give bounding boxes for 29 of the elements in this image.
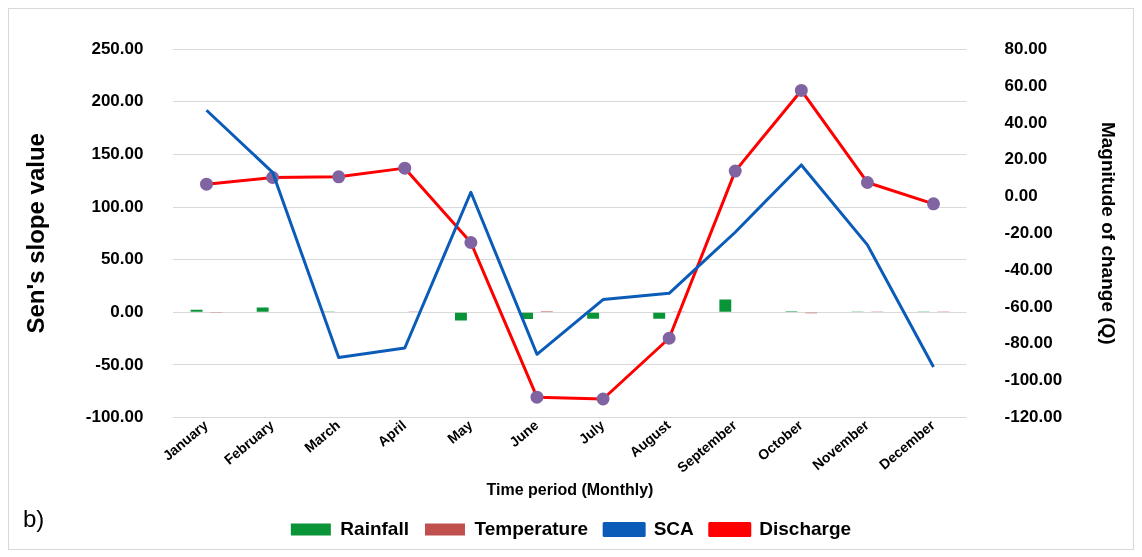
x-tick-label: July xyxy=(575,416,608,448)
y2-tick-label: -40.00 xyxy=(1004,259,1053,279)
y2-tick-label: -100.00 xyxy=(1004,370,1063,390)
y-tick-label: 250.00 xyxy=(91,38,144,58)
y2-tick-label: 20.00 xyxy=(1004,149,1048,169)
y-tick-label: 50.00 xyxy=(100,249,144,269)
y2-tick-label: 80.00 xyxy=(1004,38,1048,58)
legend-label: Rainfall xyxy=(340,517,409,539)
legend-label: SCA xyxy=(653,517,695,539)
y-tick-label: 100.00 xyxy=(91,196,144,216)
y-tick-label: 200.00 xyxy=(91,91,144,111)
y2-tick-label: -80.00 xyxy=(1004,333,1053,353)
text: b) xyxy=(23,505,45,532)
y2-tick-label: 0.00 xyxy=(1004,186,1038,206)
y-tick-label: -50.00 xyxy=(95,354,144,374)
legend-label: Discharge xyxy=(759,517,852,539)
y2-axis-title: Magnitude of change (Q) xyxy=(1098,121,1120,345)
x-tick-label: May xyxy=(444,416,476,447)
y-tick-label: -100.00 xyxy=(85,407,144,427)
y-axis-title: Sen's slope value xyxy=(22,133,50,334)
legend-label: Temperature xyxy=(474,517,589,539)
y2-tick-label: -120.00 xyxy=(1004,407,1063,427)
y-tick-label: 0.00 xyxy=(110,301,144,321)
y-tick-label: 150.00 xyxy=(91,144,144,164)
y2-tick-label: -60.00 xyxy=(1004,296,1053,316)
y2-tick-label: 60.00 xyxy=(1004,75,1048,95)
y2-tick-label: 40.00 xyxy=(1004,112,1048,132)
y2-tick-label: -20.00 xyxy=(1004,223,1053,242)
x-axis-title: Time period (Monthly) xyxy=(486,480,654,498)
